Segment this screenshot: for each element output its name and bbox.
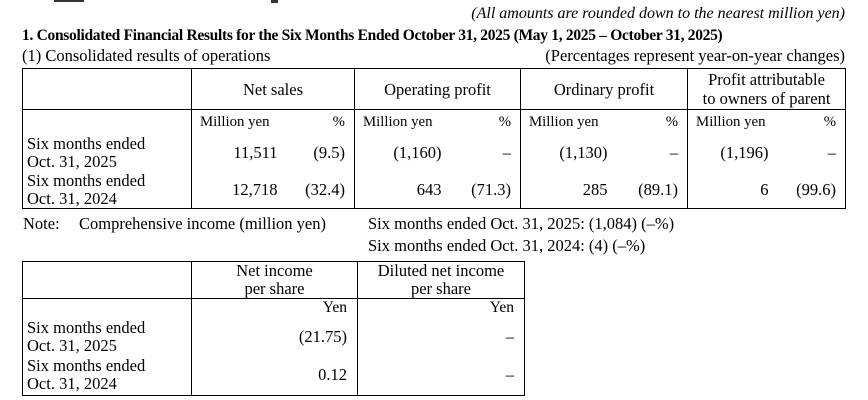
unit-label: Million yen	[529, 113, 599, 130]
row-label: Six months ended Oct. 31, 2025	[23, 135, 192, 172]
percent-sign: %	[332, 113, 345, 130]
operating-profit-value: (1,160)	[354, 134, 448, 172]
ordinary-profit-pct: (89.1)	[638, 179, 679, 199]
note-label: Note:	[23, 214, 60, 233]
table-header-row: Net income per share Diluted net income …	[22, 261, 525, 299]
note-line: Six months ended Oct. 31, 2025: (1,084) …	[368, 214, 675, 233]
units-cell-net-sales: Million yen %	[191, 109, 355, 135]
unit-label: Million yen	[696, 113, 766, 130]
row-label-line: Six months ended	[27, 134, 146, 153]
table-row: Six months ended Oct. 31, 2025 (21.75) –	[23, 317, 525, 356]
net-income-per-share-value: (21.75)	[191, 317, 358, 356]
column-header-label: Net income	[236, 261, 313, 280]
column-header-label: Profit attributable	[708, 70, 825, 89]
empty-cell	[23, 110, 192, 135]
column-header-label: Ordinary profit	[553, 79, 655, 99]
row-label: Six months ended Oct. 31, 2024	[23, 356, 192, 395]
column-header-label: to owners of parent	[702, 89, 831, 108]
unit-label: Million yen	[200, 113, 270, 130]
cropped-text-fragment	[271, 0, 278, 3]
corner-cell	[22, 68, 192, 110]
row-label: Six months ended Oct. 31, 2025	[23, 317, 192, 356]
column-header-profit-attributable: Profit attributable to owners of parent	[687, 68, 846, 110]
unit-label: Million yen	[363, 113, 433, 130]
row-label-line: Oct. 31, 2024	[27, 374, 117, 394]
net-sales-value: 11,511	[191, 134, 284, 172]
net-sales-pct: (9.5)	[313, 143, 345, 162]
column-header-net-sales: Net sales	[191, 68, 355, 110]
column-header-net-income-per-share: Net income per share	[191, 261, 358, 299]
profit-attributable-value: (1,196)	[687, 134, 775, 172]
net-income-per-share-value: 0.12	[191, 356, 358, 395]
table-row: Six months ended Oct. 31, 2024 12,718 (3…	[23, 171, 846, 209]
profit-attributable-pct: (99.6)	[796, 179, 837, 199]
note-line: Six months ended Oct. 31, 2024: (4) (–%)	[368, 236, 646, 255]
column-header-operating-profit: Operating profit	[353, 68, 521, 110]
percent-sign: %	[665, 113, 679, 130]
profit-attributable-value: 6	[687, 171, 775, 209]
unit-label: Yen	[191, 298, 358, 317]
column-header-ordinary-profit: Ordinary profit	[520, 68, 688, 110]
section-heading: 1. Consolidated Financial Results for th…	[22, 27, 723, 44]
column-header-label: Diluted net income	[377, 261, 505, 280]
row-label-line: Oct. 31, 2025	[27, 152, 117, 171]
row-label-line: Six months ended	[27, 356, 146, 376]
consolidated-results-table: Net sales Operating profit Ordinary prof…	[22, 68, 847, 209]
subsection-label: (1) Consolidated results of operations	[22, 46, 271, 65]
units-row: Million yen % Million yen % Million yen …	[23, 109, 846, 135]
profit-attributable-pct: –	[827, 143, 837, 162]
percent-sign: %	[498, 113, 512, 130]
table-header-row: Net sales Operating profit Ordinary prof…	[22, 68, 846, 110]
column-header-label: per share	[244, 279, 305, 298]
units-cell-ordinary-profit: Million yen %	[520, 109, 688, 135]
cropped-text-fragment	[54, 0, 84, 2]
row-label: Six months ended Oct. 31, 2024	[23, 172, 192, 209]
row-label-line: Oct. 31, 2024	[27, 188, 117, 208]
per-share-table: Net income per share Diluted net income …	[22, 261, 525, 396]
operating-profit-pct: (71.3)	[471, 179, 512, 199]
units-cell-operating-profit: Million yen %	[353, 109, 521, 135]
column-header-label: Net sales	[242, 79, 304, 99]
row-label-line: Oct. 31, 2025	[27, 335, 117, 355]
units-cell-profit-attributable: Million yen %	[687, 109, 846, 135]
column-header-label: Operating profit	[384, 79, 491, 99]
column-header-diluted-net-income-per-share: Diluted net income per share	[357, 261, 525, 299]
note-values: Six months ended Oct. 31, 2025: (1,084) …	[368, 213, 674, 257]
table-row: Six months ended Oct. 31, 2025 11,511 (9…	[23, 134, 846, 172]
operating-profit-value: 643	[354, 171, 448, 209]
note-subject: Comprehensive income (million yen)	[79, 214, 326, 233]
percent-sign: %	[823, 113, 837, 130]
comprehensive-income-note: Note: Comprehensive income (million yen)…	[23, 213, 868, 257]
empty-cell	[23, 299, 192, 318]
diluted-net-income-per-share-value: –	[357, 317, 525, 356]
table-row: Six months ended Oct. 31, 2024 0.12 –	[23, 356, 525, 395]
percent-note: (Percentages represent year-on-year chan…	[545, 46, 845, 65]
net-sales-pct: (32.4)	[305, 179, 345, 199]
ordinary-profit-pct: –	[669, 143, 679, 162]
column-header-label: per share	[410, 279, 471, 298]
subsection-line: (1) Consolidated results of operations (…	[0, 46, 868, 66]
net-sales-value: 12,718	[191, 171, 284, 209]
diluted-net-income-per-share-value: –	[357, 356, 525, 395]
rounding-note: (All amounts are rounded down to the nea…	[471, 5, 845, 22]
row-label-line: Six months ended	[27, 317, 146, 337]
row-label-line: Six months ended	[27, 171, 146, 190]
ordinary-profit-value: 285	[520, 171, 614, 209]
units-row: Yen Yen	[23, 298, 525, 318]
corner-cell	[22, 261, 192, 299]
operating-profit-pct: –	[502, 143, 512, 162]
unit-label: Yen	[357, 298, 525, 317]
ordinary-profit-value: (1,130)	[520, 134, 614, 172]
